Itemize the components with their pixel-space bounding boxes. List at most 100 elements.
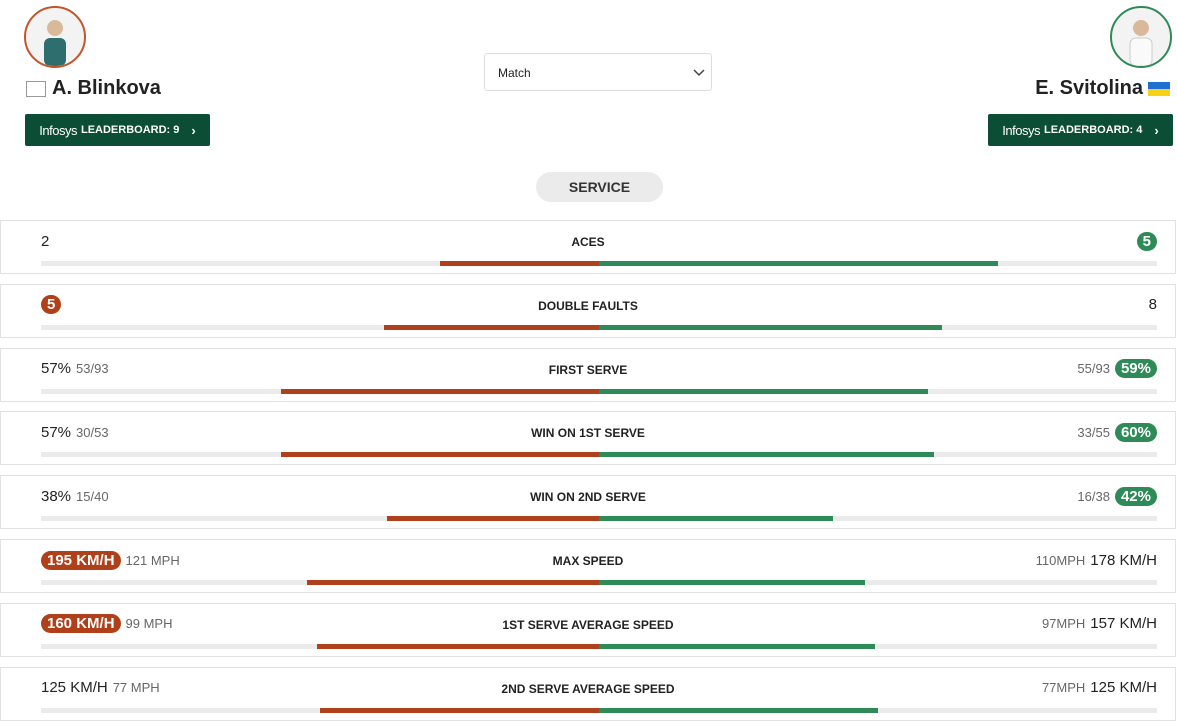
right-bar	[599, 516, 834, 522]
bar-track	[41, 643, 1157, 649]
right-bar	[599, 388, 929, 394]
stat-row: ACES 2 5	[0, 220, 1176, 274]
left-bar	[317, 643, 599, 649]
value: 195 KM/H	[41, 550, 121, 570]
chevron: ›	[191, 122, 196, 138]
value: 57%	[41, 423, 72, 441]
value: 160 KM/H	[41, 614, 121, 634]
value-detail: 77 MPH	[112, 680, 160, 696]
chevron: ›	[1154, 122, 1159, 138]
stat-row: DOUBLE FAULTS 5 8	[0, 283, 1176, 338]
filter-value: Match	[498, 66, 531, 80]
right-value: 16/38 42%	[1077, 486, 1157, 506]
leaderboard-button[interactable]: Infosys LEADERBOARD: 9 ›	[25, 114, 210, 146]
value: 125 KM/H	[41, 679, 108, 697]
brand: Infosys	[1002, 122, 1040, 138]
value-detail: 77MPH	[1041, 680, 1086, 696]
stat-row: WIN ON 1ST SERVE 57% 30/53 33/55 60%	[0, 411, 1176, 466]
left-value: 5	[41, 295, 62, 315]
right-value: 55/93 59%	[1077, 359, 1157, 379]
bar-track	[41, 580, 1157, 585]
stat-row: 2ND SERVE AVERAGE SPEED 125 KM/H 77 MPH 77M…	[0, 666, 1176, 721]
value: 5	[41, 295, 62, 315]
stat-label: 1ST SERVE AVERAGE SPEED	[502, 617, 674, 632]
value: 157 KM/H	[1090, 615, 1157, 633]
value-detail: 110MPH	[1035, 552, 1086, 568]
value: 57%	[41, 360, 72, 378]
value-detail: 33/55	[1077, 424, 1110, 440]
flag	[1148, 82, 1170, 96]
right-value: 97MPH 157 KM/H	[1042, 614, 1157, 634]
value-detail: 53/93	[76, 361, 109, 377]
left-bar	[280, 452, 599, 458]
brand: Infosys	[39, 122, 77, 138]
player-name: A. Blinkova	[52, 77, 161, 99]
value-detail: 99 MPH	[125, 616, 173, 632]
value-detail: 121 MPH	[125, 552, 180, 568]
value: 38%	[41, 487, 72, 505]
value: 178 KM/H	[1090, 551, 1157, 569]
flag-placeholder	[26, 81, 46, 97]
right-bar	[599, 452, 934, 458]
stat-label: ACES	[571, 235, 605, 249]
right-value: 5	[1136, 231, 1157, 251]
leaderboard-button[interactable]: Infosys LEADERBOARD: 4 ›	[988, 114, 1173, 146]
stat-row: FIRST SERVE 57% 53/93 55/93 59%	[0, 347, 1176, 402]
filter-dropdown[interactable]: Match	[484, 53, 712, 91]
left-bar	[320, 707, 599, 713]
value-detail: 55/93	[1077, 361, 1110, 377]
stat-label: FIRST SERVE	[548, 362, 628, 377]
right-value: 8	[1149, 295, 1157, 315]
left-bar	[280, 388, 599, 394]
stat-row: 1ST SERVE AVERAGE SPEED 160 KM/H 99 MPH 97M…	[0, 602, 1176, 657]
left-bar	[386, 516, 599, 522]
left-value: 57% 30/53	[41, 422, 109, 442]
left-bar	[307, 580, 599, 585]
value: 5	[1136, 231, 1157, 251]
left-value: 125 KM/H 77 MPH	[41, 678, 160, 698]
stat-label: WIN ON 2ND SERVE	[530, 490, 646, 505]
left-value: 38% 15/40	[41, 486, 109, 506]
player-avatar	[1110, 6, 1172, 68]
right-bar	[599, 643, 876, 649]
stat-label: MAX SPEED	[552, 554, 624, 568]
bar-track	[41, 324, 1157, 330]
right-value: 110MPH 178 KM/H	[1036, 550, 1157, 570]
leaderboard: LEADERBOARD: 9	[80, 124, 180, 136]
left-value: 195 KM/H 121 MPH	[41, 550, 180, 570]
right-bar	[599, 580, 866, 585]
player-avatar	[24, 6, 86, 68]
stat-label: WIN ON 1ST SERVE	[531, 426, 645, 441]
value: 60%	[1114, 422, 1157, 442]
value-detail: 16/38	[1077, 488, 1110, 504]
bar-track	[41, 452, 1157, 458]
value: 59%	[1114, 359, 1157, 379]
stat-row: WIN ON 2ND SERVE 38% 15/40 16/38 42%	[0, 475, 1176, 530]
value: 125 KM/H	[1090, 679, 1157, 697]
section-title: SERVICE	[536, 172, 663, 202]
right-bar	[599, 324, 943, 330]
stat-row: MAX SPEED 195 KM/H 121 MPH 110MPH 178 KM/H	[0, 539, 1176, 593]
bar-track	[41, 707, 1157, 713]
player-name: E. Svitolina	[1035, 77, 1143, 99]
stat-label: 2ND SERVE AVERAGE SPEED	[501, 681, 675, 696]
avatar-figure	[1129, 20, 1153, 66]
left-value: 2	[41, 231, 49, 251]
right-bar	[599, 261, 998, 266]
bar-track	[41, 261, 1157, 266]
value: 42%	[1114, 486, 1157, 506]
right-value: 33/55 60%	[1077, 422, 1157, 442]
right-value: 77MPH 125 KM/H	[1042, 678, 1157, 698]
right-bar	[599, 707, 878, 713]
left-value: 160 KM/H 99 MPH	[41, 614, 173, 634]
bar-track	[41, 388, 1157, 394]
left-value: 57% 53/93	[41, 359, 109, 379]
value: 2	[41, 232, 50, 250]
stat-label: DOUBLE FAULTS	[538, 298, 638, 313]
value-detail: 97MPH	[1041, 616, 1086, 632]
value: 8	[1148, 296, 1157, 314]
bar-track	[41, 516, 1157, 522]
left-bar	[439, 261, 599, 266]
value-detail: 30/53	[76, 424, 109, 440]
